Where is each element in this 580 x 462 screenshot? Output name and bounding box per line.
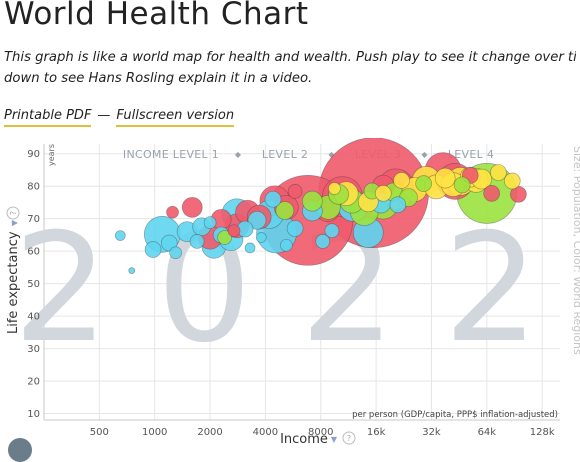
x-tick-label: 500 — [90, 427, 109, 438]
bubble-africa[interactable] — [114, 230, 126, 241]
x-tick-label: 8000 — [308, 427, 333, 438]
bubble-asia[interactable] — [166, 205, 179, 219]
x-tick-label: 1000 — [142, 427, 167, 438]
help-icon-ring — [6, 206, 20, 220]
bubble-europe[interactable] — [328, 182, 341, 195]
income-level-label: LEVEL 4 — [448, 148, 494, 161]
intro-line-1: This graph is like a world map for healt… — [4, 50, 576, 65]
bubbles[interactable] — [114, 138, 527, 274]
income-level-label: LEVEL 2 — [262, 148, 308, 161]
help-icon-ring — [342, 431, 356, 445]
x-axis-caret-icon: ▼ — [331, 435, 338, 444]
intro-line-2: down to see Hans Rosling explain it in a… — [4, 71, 313, 86]
bubble-africa[interactable] — [286, 220, 304, 237]
bubble-europe[interactable] — [393, 172, 410, 189]
intro-text: This graph is like a world map for healt… — [4, 47, 576, 89]
x-tick-label: 16k — [367, 427, 386, 438]
help-icon-glyph: ? — [347, 434, 351, 443]
x-axis-label[interactable]: Income — [280, 432, 328, 447]
help-icon[interactable]: ? — [6, 206, 20, 220]
page-title: World Health Chart — [4, 0, 309, 32]
bubble-africa[interactable] — [203, 216, 217, 229]
play-button[interactable] — [8, 438, 32, 462]
size-color-label: Size: Population, Color: World Regions — [571, 146, 580, 355]
y-unit-label: years — [47, 144, 56, 166]
bubble-africa[interactable] — [160, 234, 178, 252]
y-ticks: 10 20 30 40 50 60 70 80 90 — [27, 149, 40, 420]
bubble-europe[interactable] — [490, 164, 507, 181]
y-tick-label: 70 — [27, 214, 40, 225]
y-axis-caret-icon: ▼ — [10, 219, 19, 226]
bubble-africa[interactable] — [169, 246, 183, 260]
bubble-americas[interactable] — [415, 175, 432, 192]
printable-pdf-link[interactable]: Printable PDF — [4, 108, 92, 127]
bubble-africa[interactable] — [280, 238, 293, 252]
income-level-separator: ◆ — [328, 150, 335, 159]
link-separator: — — [97, 108, 111, 123]
bubble-americas[interactable] — [302, 190, 323, 212]
bubble-africa[interactable] — [324, 223, 340, 239]
y-tick-label: 50 — [27, 279, 40, 290]
y-tick-label: 20 — [27, 377, 40, 388]
y-tick-label: 30 — [27, 344, 40, 355]
y-tick-label: 60 — [27, 247, 40, 258]
x-tick-label: 4000 — [253, 427, 278, 438]
bubble-africa[interactable] — [244, 242, 256, 254]
bubble-africa[interactable] — [255, 232, 267, 243]
bubble-asia[interactable] — [181, 196, 203, 218]
y-axis-label-group[interactable]: Life expectancy ▼? — [6, 206, 21, 334]
bubble-africa[interactable] — [189, 234, 205, 249]
bubble-africa[interactable] — [128, 267, 136, 274]
bubble-asia[interactable] — [227, 224, 241, 238]
x-note: per person (GDP/capita, PPP$ inflation-a… — [352, 410, 558, 420]
bubble-asia[interactable] — [483, 185, 501, 202]
y-tick-label: 80 — [27, 182, 40, 193]
bubble-africa[interactable] — [264, 190, 282, 208]
bubble-asia[interactable] — [287, 184, 303, 199]
y-tick-label: 10 — [27, 409, 40, 420]
bubble-americas[interactable] — [453, 176, 471, 194]
y-axis-label[interactable]: Life expectancy — [6, 231, 21, 334]
bubble-americas[interactable] — [275, 201, 295, 220]
bubble-europe[interactable] — [503, 172, 521, 190]
bubble-americas[interactable] — [217, 230, 232, 245]
links-bar: Printable PDF — Fullscreen version — [4, 108, 235, 127]
bubble-europe[interactable] — [434, 167, 456, 189]
income-level-separator: ◆ — [235, 150, 242, 159]
y-tick-label: 40 — [27, 312, 40, 323]
help-icon[interactable]: ? — [342, 431, 356, 445]
help-icon-glyph: ? — [9, 211, 18, 215]
world-health-chart[interactable]: 2022 INCOME LEVEL 1◆LEVEL 2◆LEVEL 3◆LEVE… — [0, 138, 580, 447]
x-axis-label-group[interactable]: Income ▼? — [280, 431, 356, 447]
x-ticks: 500 1000 2000 4000 8000 16k 32k 64k 128k — [90, 427, 555, 438]
income-level-separator: ◆ — [421, 150, 428, 159]
fullscreen-link[interactable]: Fullscreen version — [116, 108, 235, 127]
x-tick-label: 64k — [478, 427, 497, 438]
x-tick-label: 2000 — [197, 427, 222, 438]
x-tick-label: 32k — [422, 427, 441, 438]
income-level-label: INCOME LEVEL 1 — [123, 148, 219, 161]
bubble-asia[interactable] — [510, 185, 527, 203]
bubble-africa[interactable] — [315, 234, 331, 249]
y-tick-label: 90 — [27, 149, 40, 160]
bubble-africa[interactable] — [144, 241, 162, 258]
bubble-europe[interactable] — [374, 185, 392, 202]
x-tick-label: 128k — [530, 427, 555, 438]
income-levels: INCOME LEVEL 1◆LEVEL 2◆LEVEL 3◆LEVEL 4 — [123, 148, 494, 161]
bubble-africa[interactable] — [389, 196, 407, 214]
bubble-africa[interactable] — [247, 210, 267, 230]
